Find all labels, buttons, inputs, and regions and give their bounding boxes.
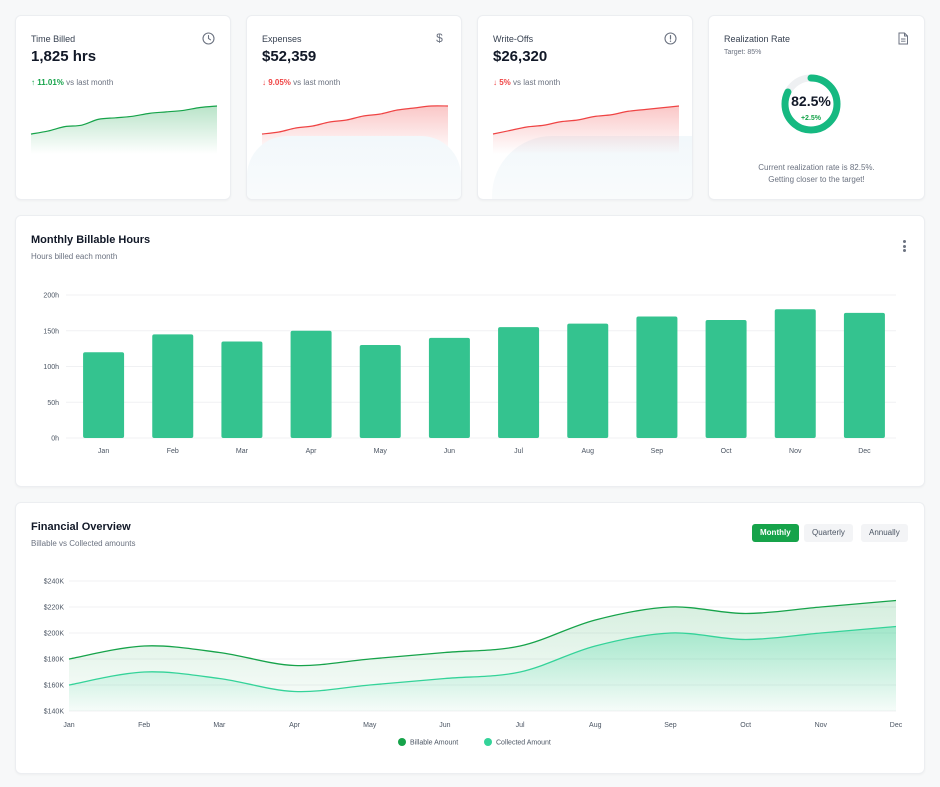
area-x-tick: Sep bbox=[664, 722, 677, 729]
bar-x-tick: Aug bbox=[582, 448, 595, 455]
area-y-tick: $140K bbox=[44, 709, 65, 716]
financial-subtitle: Billable vs Collected amounts bbox=[31, 539, 136, 548]
area-y-tick: $200K bbox=[44, 631, 65, 638]
realization-ring: 82.5% +2.5% bbox=[780, 73, 842, 135]
document-icon bbox=[896, 32, 909, 45]
bar-y-tick: 150h bbox=[43, 328, 59, 335]
bar-may bbox=[359, 345, 401, 438]
area-y-tick: $240K bbox=[44, 579, 65, 586]
bar-feb bbox=[152, 334, 194, 438]
monthly-hours-subtitle: Hours billed each month bbox=[31, 252, 118, 261]
financial-chart: $140K $160K $180K $200K $220K $240K Jan Feb Mar A… bbox=[44, 579, 903, 747]
bar-x-tick: Jul bbox=[514, 448, 523, 455]
area-x-tick: Mar bbox=[213, 722, 226, 729]
bar-aug bbox=[567, 323, 609, 438]
expenses-spark-line bbox=[261, 105, 449, 135]
time-billed-value: 1,825 hrs bbox=[31, 48, 97, 65]
dollar-icon: $ bbox=[436, 31, 443, 45]
area-x-tick: Dec bbox=[890, 722, 903, 729]
financial-overview-card: Financial Overview Billable vs Collected… bbox=[15, 502, 925, 774]
area-y-tick: $220K bbox=[44, 605, 65, 612]
time_billed-spark-line bbox=[30, 105, 218, 135]
bar-jul bbox=[498, 327, 540, 438]
bar-y-tick: 200h bbox=[43, 293, 59, 300]
bar-oct bbox=[705, 320, 747, 438]
bar-x-tick: Dec bbox=[858, 448, 871, 455]
area-x-tick: Jan bbox=[63, 722, 74, 729]
realization-value: 82.5% bbox=[791, 93, 831, 109]
bar-x-tick: Nov bbox=[789, 448, 802, 455]
clock-icon bbox=[202, 32, 215, 45]
expenses-area-fill bbox=[247, 136, 461, 199]
bar-sep bbox=[636, 316, 678, 438]
realization-title: Realization Rate bbox=[724, 34, 791, 44]
bar-y-tick: 100h bbox=[43, 364, 59, 371]
time-billed-card: Time Billed 1,825 hrs ↑ 11.01% vs last m… bbox=[15, 15, 231, 200]
bar-jan bbox=[83, 352, 125, 438]
write_offs-spark-area bbox=[493, 106, 679, 154]
area-x-tick: Feb bbox=[138, 722, 150, 729]
expenses-title: Expenses bbox=[262, 34, 302, 44]
area-y-tick: $160K bbox=[44, 683, 65, 690]
area-line-billable bbox=[68, 599, 897, 667]
time-billed-title: Time Billed bbox=[31, 34, 76, 44]
write-offs-title: Write-Offs bbox=[493, 34, 534, 44]
time-billed-sparkline bbox=[30, 105, 218, 154]
bar-y-tick: 50h bbox=[47, 400, 59, 407]
bar-x-tick: Oct bbox=[721, 448, 732, 455]
write-offs-value: $26,320 bbox=[493, 48, 548, 65]
area-x-tick: Nov bbox=[815, 722, 828, 729]
bar-x-tick: Apr bbox=[306, 448, 318, 455]
area-x-tick: Jun bbox=[439, 722, 450, 729]
bar-nov bbox=[774, 309, 816, 438]
alert-circle-icon bbox=[664, 32, 677, 45]
bar-x-tick: May bbox=[374, 448, 388, 455]
write_offs-spark-line bbox=[492, 105, 680, 135]
bar-x-tick: Feb bbox=[167, 448, 179, 455]
realization-note: Current realization rate is 82.5%. Getti… bbox=[758, 163, 875, 184]
bar-y-tick: 0h bbox=[51, 436, 59, 443]
bar-apr bbox=[290, 330, 332, 438]
monthly-billable-hours-card: Monthly Billable Hours Hours billed each… bbox=[15, 215, 925, 487]
legend-label: Collected Amount bbox=[496, 740, 551, 747]
bar-x-tick: Sep bbox=[651, 448, 664, 455]
time_billed-spark-area bbox=[31, 106, 217, 154]
area-line-collected bbox=[68, 625, 897, 693]
bar-mar bbox=[221, 341, 263, 438]
legend-marker bbox=[484, 738, 492, 746]
write-offs-delta: ↓ 5% vs last month bbox=[493, 78, 561, 87]
toggle-quarterly[interactable]: Quarterly bbox=[804, 524, 853, 542]
realization-rate-card: Realization Rate Target: 85% 82.5% +2.5%… bbox=[708, 15, 925, 200]
legend-marker bbox=[398, 738, 406, 746]
toggle-annually[interactable]: Annually bbox=[861, 524, 908, 542]
toggle-monthly[interactable]: Monthly bbox=[752, 524, 799, 542]
expenses-card: Expenses $52,359 ↓ 9.05% vs last month $ bbox=[246, 15, 462, 200]
realization-delta: +2.5% bbox=[800, 115, 822, 122]
bar-x-tick: Jan bbox=[98, 448, 109, 455]
bar-x-tick: Jun bbox=[444, 448, 455, 455]
more-options-icon[interactable] bbox=[903, 240, 907, 254]
area-x-tick: May bbox=[363, 722, 377, 729]
monthly-hours-title: Monthly Billable Hours bbox=[31, 234, 151, 246]
write-offs-card: Write-Offs $26,320 ↓ 5% vs last month bbox=[477, 15, 693, 200]
realization-target: Target: 85% bbox=[724, 49, 762, 56]
write-offs-sparkline bbox=[492, 105, 680, 154]
area-x-tick: Oct bbox=[740, 722, 751, 729]
area-x-tick: Jul bbox=[516, 722, 525, 729]
bar-x-tick: Mar bbox=[236, 448, 249, 455]
legend-label: Billable Amount bbox=[410, 740, 458, 747]
financial-title: Financial Overview bbox=[31, 521, 131, 533]
bar-jun bbox=[428, 337, 470, 438]
expenses-delta: ↓ 9.05% vs last month bbox=[262, 78, 341, 87]
area-x-tick: Apr bbox=[289, 722, 301, 729]
area-y-tick: $180K bbox=[44, 657, 65, 664]
area-x-tick: Aug bbox=[589, 722, 602, 729]
expenses-value: $52,359 bbox=[262, 48, 317, 65]
time-billed-delta: ↑ 11.01% vs last month bbox=[31, 78, 114, 87]
bar-dec bbox=[843, 312, 885, 438]
monthly-hours-chart: 0h 50h 100h 150h 200h Jan Feb Mar Apr May Jun Jul Au… bbox=[43, 293, 896, 455]
